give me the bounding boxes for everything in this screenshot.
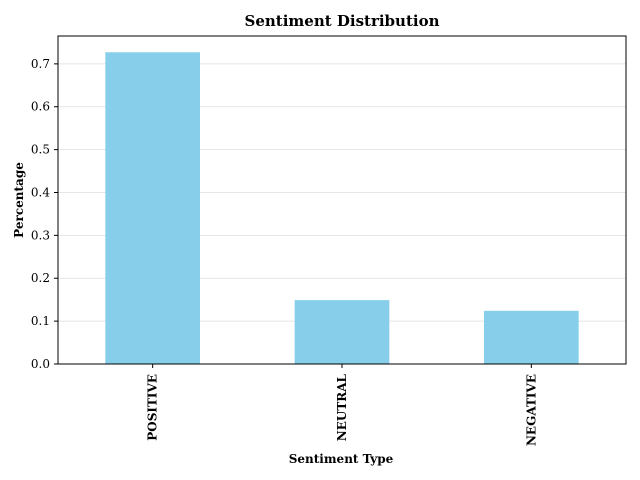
y-tick-label-1: 0.1 [31, 314, 50, 328]
x-tick-label-neutral: NEUTRAL [335, 373, 349, 441]
x-axis-ticks: POSITIVE NEUTRAL NEGATIVE [146, 364, 538, 446]
bar-neutral [294, 300, 390, 364]
y-tick-label-6: 0.6 [31, 100, 50, 114]
x-tick-label-positive: POSITIVE [146, 374, 160, 441]
y-tick-label-3: 0.3 [31, 228, 50, 242]
y-tick-label-2: 0.2 [31, 271, 50, 285]
chart-title: Sentiment Distribution [245, 12, 440, 30]
bar-positive [105, 52, 200, 364]
y-tick-label-0: 0.0 [31, 357, 50, 371]
y-tick-label-4: 0.4 [31, 185, 50, 199]
y-tick-label-7: 0.7 [31, 57, 50, 71]
bar-layer [105, 52, 579, 364]
y-axis-ticks: 0.0 0.1 0.2 0.3 0.4 0.5 0.6 0.7 [31, 57, 58, 371]
x-axis-label: Sentiment Type [289, 452, 394, 466]
y-tick-label-5: 0.5 [31, 143, 50, 157]
bar-negative [484, 310, 579, 364]
y-axis-label: Percentage [12, 162, 26, 238]
x-tick-label-negative: NEGATIVE [524, 374, 538, 446]
